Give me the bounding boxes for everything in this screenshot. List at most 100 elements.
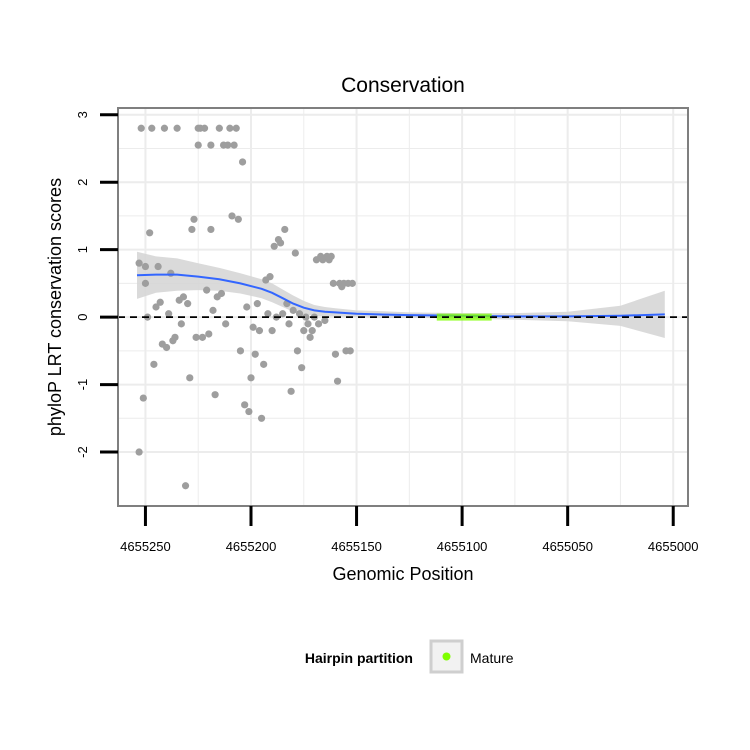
data-point xyxy=(285,320,293,328)
data-point xyxy=(304,320,312,328)
y-tick-label: 3 xyxy=(75,111,90,118)
legend-label-mature: Mature xyxy=(470,650,514,666)
data-point xyxy=(346,347,354,355)
data-point xyxy=(211,391,219,399)
data-points xyxy=(135,124,356,490)
data-point xyxy=(306,333,314,341)
y-tick-label: 0 xyxy=(75,314,90,321)
data-point xyxy=(165,310,173,318)
data-point xyxy=(205,330,213,338)
data-point xyxy=(232,124,240,132)
data-point xyxy=(167,269,175,277)
data-point xyxy=(150,360,158,368)
data-point xyxy=(291,249,299,257)
data-point xyxy=(215,124,223,132)
data-point xyxy=(279,310,287,318)
data-point xyxy=(300,327,308,335)
legend: Hairpin partition Mature xyxy=(305,639,514,674)
data-point xyxy=(177,320,185,328)
data-point xyxy=(173,124,181,132)
chart-title: Conservation xyxy=(341,74,465,97)
data-point xyxy=(247,374,255,382)
data-point xyxy=(289,306,297,314)
y-tick-label: 2 xyxy=(75,179,90,186)
data-point xyxy=(135,259,143,267)
x-axis-title: Genomic Position xyxy=(332,564,473,584)
data-point xyxy=(181,482,190,490)
data-point xyxy=(329,279,337,287)
data-point xyxy=(194,141,202,149)
data-point xyxy=(146,229,154,237)
grid-lines xyxy=(118,108,688,506)
data-point xyxy=(238,158,247,166)
x-tick-label: 4655150 xyxy=(331,539,382,554)
panel-background xyxy=(118,108,688,506)
data-point xyxy=(207,225,215,234)
x-tick-label: 4655100 xyxy=(437,539,488,554)
plot-panel xyxy=(117,107,689,507)
data-point xyxy=(234,215,242,223)
legend-key-box xyxy=(429,639,464,674)
data-point xyxy=(148,124,156,132)
data-point xyxy=(331,350,340,358)
data-point xyxy=(266,273,274,281)
data-point xyxy=(179,293,188,301)
data-point xyxy=(276,239,285,247)
x-tick-label: 4655000 xyxy=(648,539,699,554)
data-point xyxy=(141,262,150,271)
data-point xyxy=(348,279,356,287)
data-point xyxy=(295,310,304,318)
data-point xyxy=(321,316,329,325)
data-point xyxy=(314,320,323,328)
y-tick-label: 1 xyxy=(75,246,90,253)
data-point xyxy=(139,394,147,402)
data-point xyxy=(198,333,207,341)
x-axis: 4655250 4655200 4655150 4655100 4655050 46550… xyxy=(120,506,699,554)
data-point xyxy=(249,323,257,331)
data-point xyxy=(209,306,217,314)
data-point xyxy=(207,141,215,149)
data-point xyxy=(270,242,278,250)
data-point xyxy=(287,387,295,395)
y-axis-title: phyloP LRT conservation scores xyxy=(45,178,65,436)
data-point xyxy=(243,303,251,311)
data-point xyxy=(264,310,272,318)
y-tick-label: -2 xyxy=(75,446,90,458)
legend-key-mature-dot xyxy=(442,652,451,661)
x-tick-label: 4655050 xyxy=(542,539,593,554)
data-point xyxy=(241,401,249,409)
data-point xyxy=(293,347,302,355)
y-axis: -2 -1 0 1 2 3 xyxy=(75,111,118,458)
data-point xyxy=(224,141,232,149)
data-point xyxy=(154,262,162,271)
data-point xyxy=(222,320,230,328)
data-point xyxy=(226,124,234,132)
data-point xyxy=(333,377,342,385)
data-point xyxy=(236,347,245,355)
data-point xyxy=(141,279,150,287)
data-point xyxy=(230,141,238,149)
y-tick-label: -1 xyxy=(75,379,90,391)
panel-border xyxy=(117,107,689,507)
data-point xyxy=(308,327,316,335)
data-point xyxy=(255,327,264,335)
data-point xyxy=(228,212,236,220)
data-point xyxy=(251,350,259,358)
data-point xyxy=(162,343,171,352)
data-point xyxy=(298,364,306,372)
data-point xyxy=(327,252,335,261)
data-point xyxy=(188,225,196,234)
data-point xyxy=(160,124,169,132)
data-point xyxy=(186,374,194,382)
data-point xyxy=(190,215,198,223)
data-point xyxy=(281,225,289,234)
data-point xyxy=(302,313,310,321)
data-point xyxy=(192,333,200,341)
data-point xyxy=(253,300,261,308)
data-point xyxy=(135,448,143,456)
data-point xyxy=(260,360,268,368)
data-point xyxy=(203,286,211,294)
data-point xyxy=(156,298,164,306)
data-point xyxy=(137,124,145,132)
